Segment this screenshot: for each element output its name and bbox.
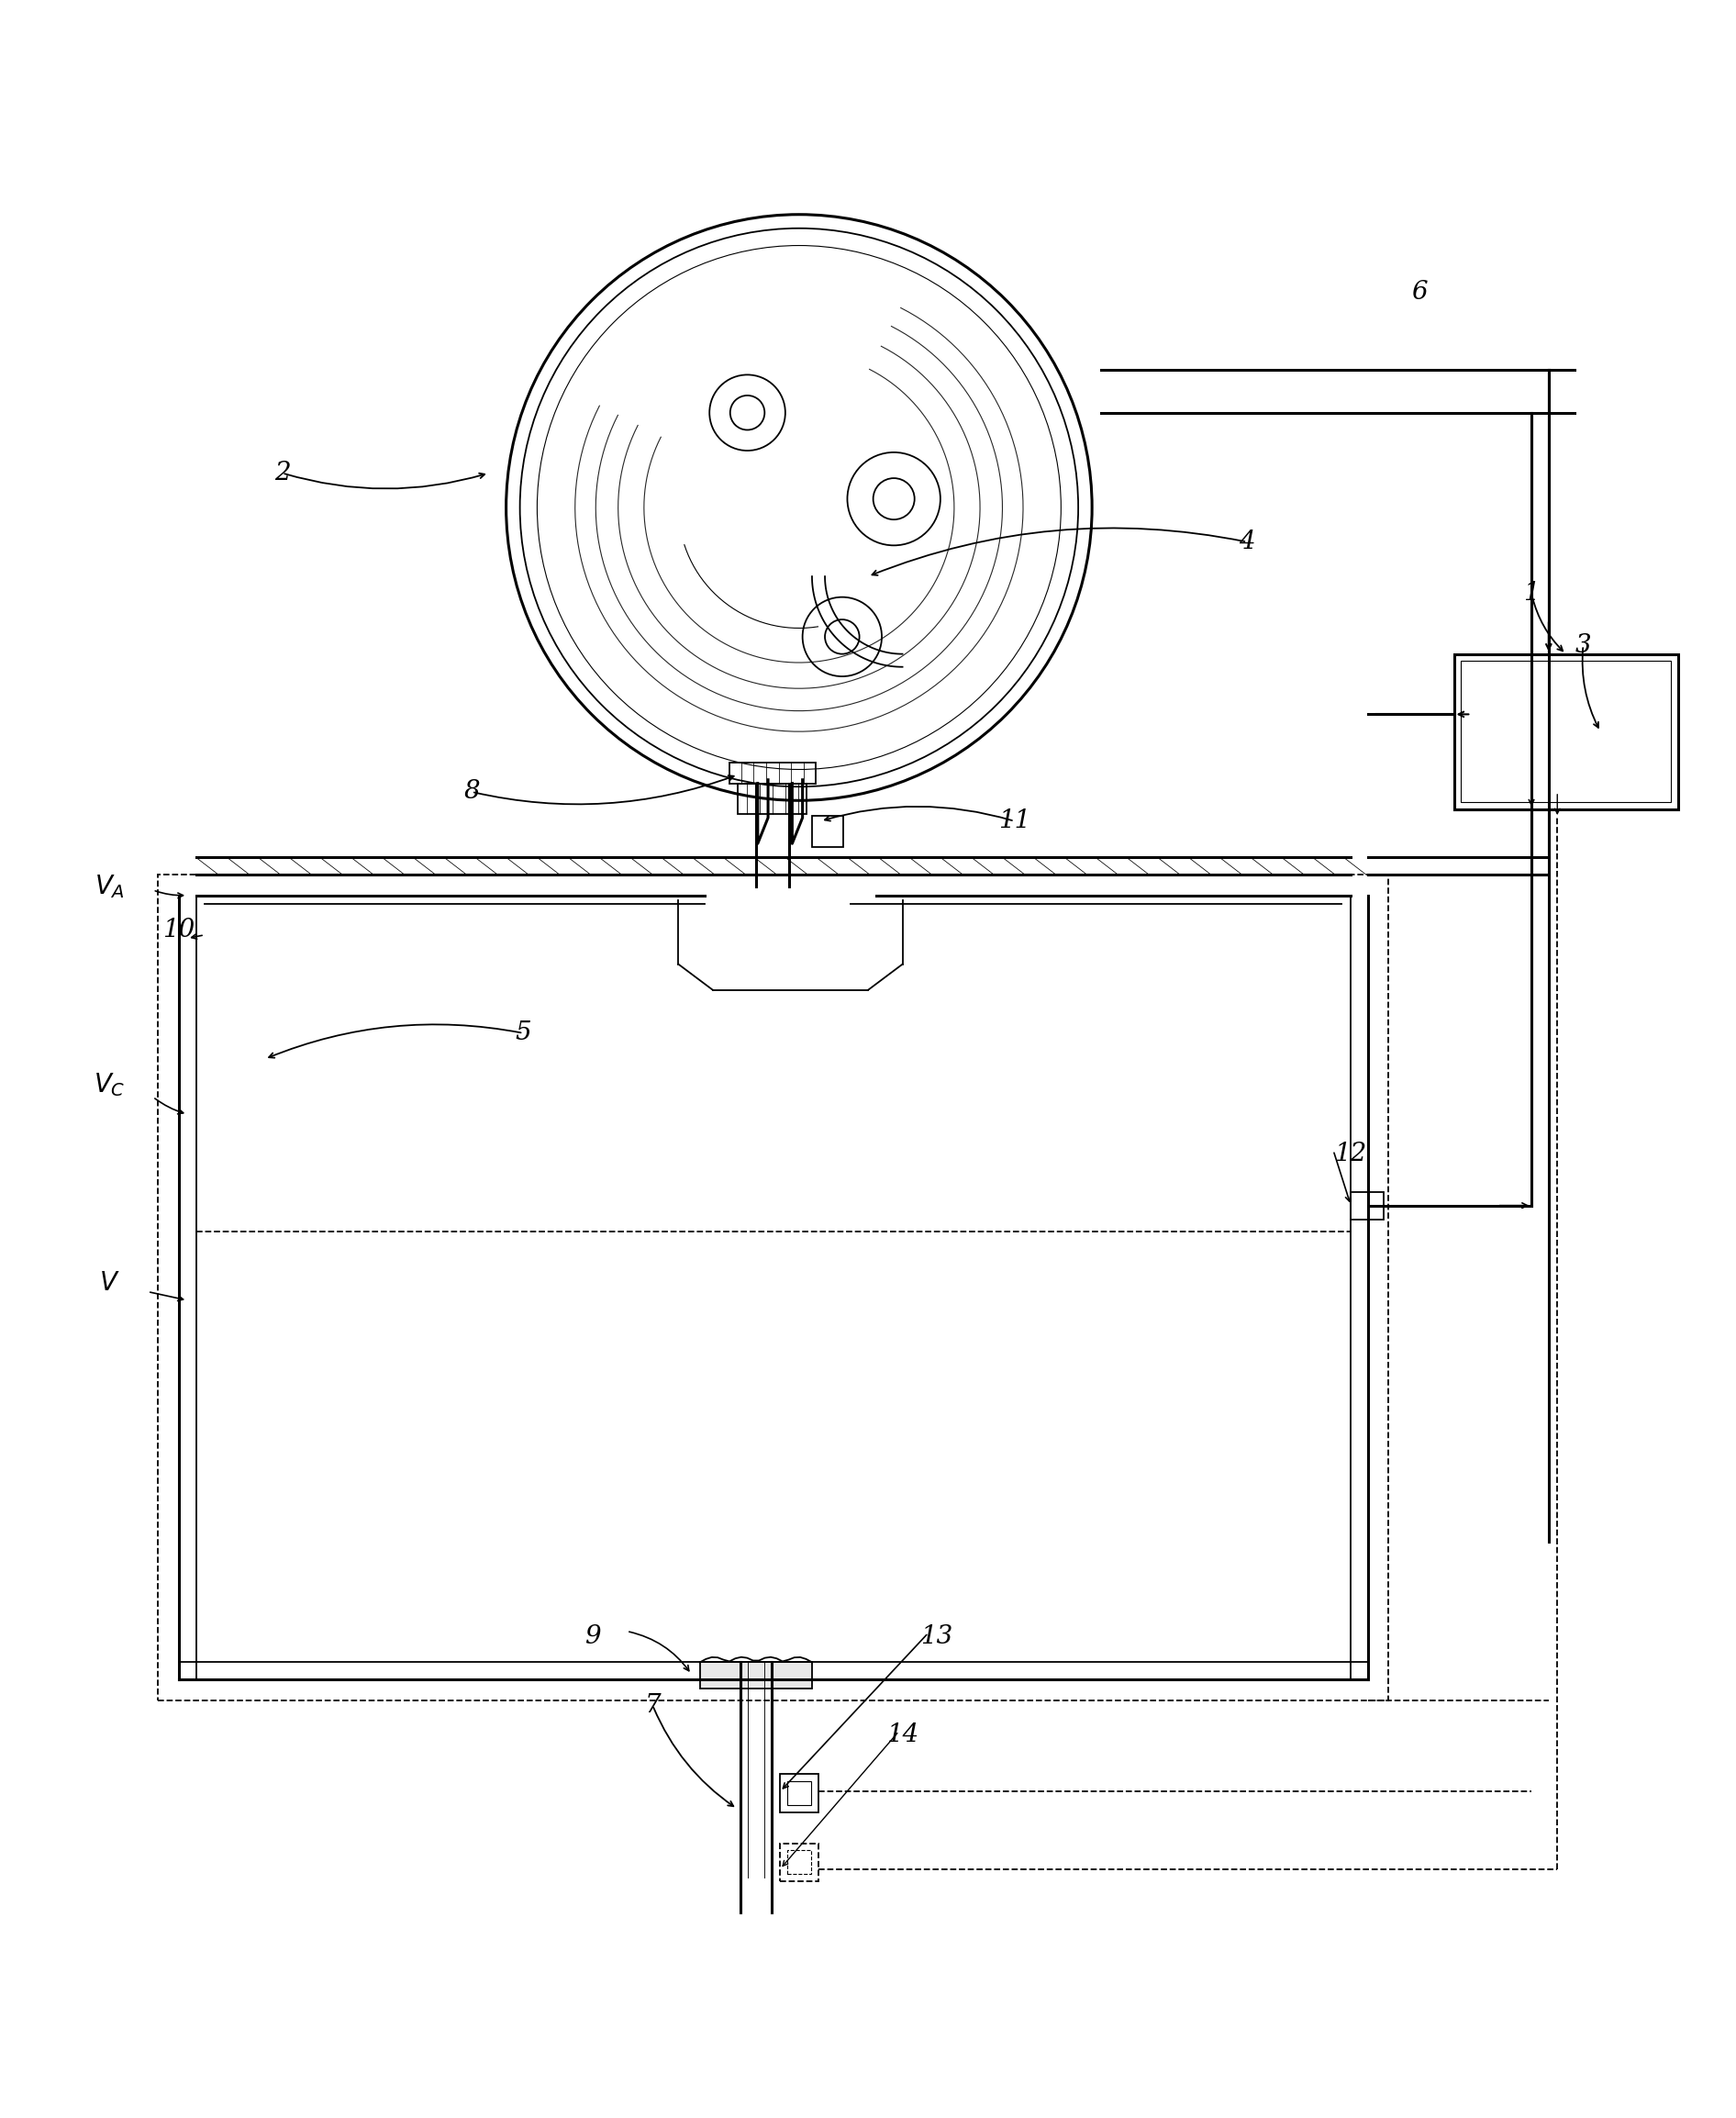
Text: 1: 1 xyxy=(1524,580,1540,606)
Bar xyxy=(779,1775,818,1813)
Text: 3: 3 xyxy=(1575,633,1592,659)
Text: 6: 6 xyxy=(1411,280,1427,305)
Bar xyxy=(1455,654,1679,809)
Text: 8: 8 xyxy=(464,779,479,805)
Text: $V$: $V$ xyxy=(99,1271,120,1296)
Text: $V_A$: $V_A$ xyxy=(95,873,125,900)
Text: 12: 12 xyxy=(1335,1142,1366,1167)
Bar xyxy=(812,815,844,847)
Text: 7: 7 xyxy=(644,1692,661,1718)
Bar xyxy=(738,784,807,813)
Bar xyxy=(1460,661,1672,803)
Bar xyxy=(158,875,1389,1701)
Text: 11: 11 xyxy=(998,809,1031,834)
Text: $V_C$: $V_C$ xyxy=(94,1072,125,1099)
Text: 14: 14 xyxy=(887,1722,918,1747)
Text: 5: 5 xyxy=(516,1021,531,1046)
Text: 2: 2 xyxy=(274,460,290,485)
Bar xyxy=(729,762,816,784)
Text: 9: 9 xyxy=(585,1625,601,1648)
Text: 4: 4 xyxy=(1240,530,1255,555)
Bar xyxy=(786,1851,811,1874)
Text: 13: 13 xyxy=(920,1625,953,1648)
Text: 10: 10 xyxy=(163,917,194,943)
Bar xyxy=(1351,1192,1384,1220)
Bar xyxy=(700,1663,812,1688)
Bar xyxy=(786,1781,811,1805)
Bar xyxy=(779,1843,818,1881)
